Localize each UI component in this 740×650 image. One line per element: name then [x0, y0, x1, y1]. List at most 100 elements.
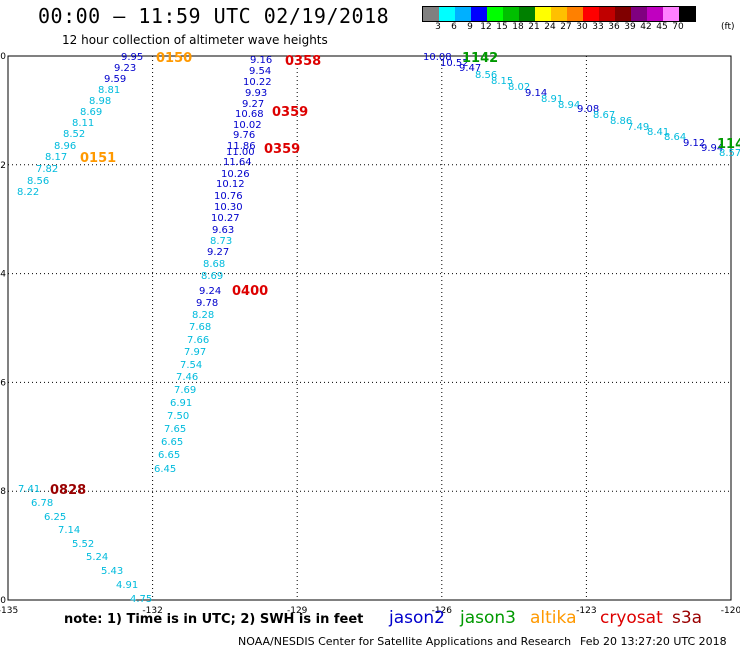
color-scale-tick: 9	[467, 22, 473, 32]
color-scale-tick: 70	[672, 22, 684, 32]
wave-height-value: 8.98	[89, 96, 111, 107]
wave-height-value: 7.46	[176, 372, 198, 383]
color-scale-cell	[535, 7, 551, 21]
color-scale-tick: 6	[451, 22, 457, 32]
wave-height-value: 8.28	[192, 310, 214, 321]
legend-jason2: jason2	[389, 608, 445, 628]
wave-height-value: 7.66	[187, 335, 209, 346]
wave-height-value: 9.12	[683, 138, 705, 149]
wave-height-value: 6.45	[154, 464, 176, 475]
wave-height-value: 8.69	[201, 271, 223, 282]
pass-time-label: 0151	[80, 151, 116, 166]
color-scale-cell	[487, 7, 503, 21]
wave-height-value: 8.52	[63, 129, 85, 140]
wave-height-value: 8.91	[541, 94, 563, 105]
longitude-tick-label: -132	[142, 606, 162, 616]
wave-height-value: 8.11	[72, 118, 94, 129]
color-scale-cell	[503, 7, 519, 21]
map-subtitle: 12 hour collection of altimeter wave hei…	[62, 33, 328, 47]
wave-height-value: 8.81	[98, 85, 120, 96]
wave-height-value: 8.69	[80, 107, 102, 118]
track-0150: 9.959.239.598.818.988.698.118.528.968.17…	[17, 51, 192, 198]
color-scale-unit: (ft)	[721, 22, 735, 32]
credit-line: NOAA/NESDIS Center for Satellite Applica…	[238, 635, 572, 648]
wave-height-value: 8.02	[508, 82, 530, 93]
wave-height-value: 8.56	[475, 70, 497, 81]
color-scale-cell	[519, 7, 535, 21]
color-scale-tick: 15	[496, 22, 508, 32]
longitude-tick-label: -135	[0, 606, 18, 616]
wave-height-value: 7.54	[180, 360, 202, 371]
wave-height-value: 8.57	[719, 148, 740, 159]
wave-height-value: 8.15	[491, 76, 513, 87]
color-scale-cell	[647, 7, 663, 21]
wave-height-value: 10.22	[243, 77, 272, 88]
wave-height-value: 10.02	[233, 120, 262, 131]
wave-height-value: 11.86	[227, 141, 256, 152]
color-scale-cell	[423, 7, 439, 21]
wave-height-value: 7.49	[627, 122, 649, 133]
color-scale-cell	[679, 7, 695, 21]
legend-cryosat: cryosat	[600, 608, 663, 628]
wave-height-value: 8.73	[210, 236, 232, 247]
legend-jason3: jason3	[460, 608, 516, 628]
longitude-tick-label: -120	[721, 606, 740, 616]
wave-height-value: 9.24	[199, 286, 221, 297]
wave-height-value: 10.76	[214, 191, 243, 202]
color-scale-tick: 42	[640, 22, 652, 32]
latitude-tick-label: -66	[0, 378, 6, 388]
color-scale-cell	[599, 7, 615, 21]
wave-height-value: 9.14	[525, 88, 547, 99]
generation-timestamp: Feb 20 13:27:20 UTC 2018	[580, 635, 727, 648]
wave-height-value: 6.91	[170, 398, 192, 409]
wave-height-value: 10.08	[423, 52, 452, 63]
color-scale-cell	[631, 7, 647, 21]
wave-height-value: 7.97	[184, 347, 206, 358]
latitude-tick-label: -68	[0, 487, 6, 497]
pass-time-label: 0150	[156, 51, 192, 66]
wave-height-value: 10.26	[221, 169, 250, 180]
color-scale-cell	[455, 7, 471, 21]
longitude-tick-label: -123	[576, 606, 596, 616]
color-scale-tick: 12	[480, 22, 492, 32]
wave-height-value: 6.25	[44, 512, 66, 523]
color-scale-cell	[615, 7, 631, 21]
wave-height-value: 8.67	[593, 110, 615, 121]
wave-height-value: 5.43	[101, 566, 123, 577]
track-1142: 10.0810.529.478.568.158.029.148.918.949.…	[423, 51, 740, 159]
footer-note: note: 1) Time is in UTC; 2) SWH is in fe…	[64, 612, 364, 627]
wave-height-value: 9.54	[249, 66, 271, 77]
latitude-tick-label: -62	[0, 161, 6, 171]
map-title: 00:00 – 11:59 UTC 02/19/2018	[38, 4, 390, 28]
latitude-tick-label: -60	[0, 52, 6, 62]
wave-height-value: 8.22	[17, 187, 39, 198]
color-scale-tick: 27	[560, 22, 572, 32]
wave-height-value: 9.27	[242, 99, 264, 110]
wave-height-value: 9.16	[250, 55, 272, 66]
color-scale-tick: 33	[592, 22, 604, 32]
legend-altika: altika	[530, 608, 577, 628]
wave-height-value: 10.68	[235, 109, 264, 120]
color-scale-tick: 18	[512, 22, 524, 32]
pass-time-label: 1142	[717, 137, 740, 152]
wave-height-value: 5.24	[86, 552, 108, 563]
wave-height-value: 9.78	[196, 298, 218, 309]
wave-height-value: 6.78	[31, 498, 53, 509]
wave-height-value: 8.96	[54, 141, 76, 152]
wave-height-value: 9.27	[207, 247, 229, 258]
wave-height-value: 6.65	[158, 450, 180, 461]
color-scale-bar	[422, 6, 696, 22]
wave-height-value: 8.94	[558, 100, 580, 111]
latitude-tick-label: -64	[0, 270, 6, 280]
longitude-tick-label: -126	[432, 606, 453, 616]
wave-height-value: 4.91	[116, 580, 138, 591]
wave-height-value: 10.27	[211, 213, 240, 224]
wave-height-value: 8.64	[664, 132, 686, 143]
wave-height-value: 8.41	[647, 127, 669, 138]
color-scale-cell	[663, 7, 679, 21]
latitude-tick-label: -70	[0, 596, 6, 606]
wave-height-value: 9.63	[212, 225, 234, 236]
pass-time-label: 0828	[50, 483, 86, 498]
wave-height-value: 10.52	[440, 58, 469, 69]
